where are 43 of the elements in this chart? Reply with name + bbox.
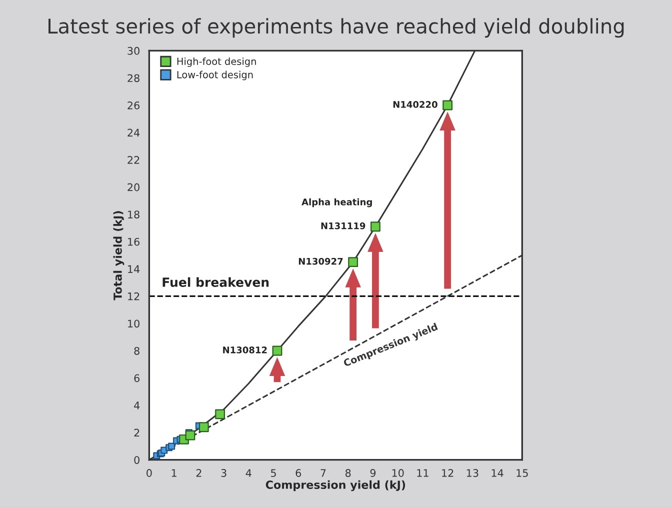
y-tick-label: 6 xyxy=(134,374,140,382)
annotation: Alpha heating xyxy=(302,198,372,208)
annotation: N131119 xyxy=(321,222,366,230)
x-tick-label: 14 xyxy=(492,469,504,477)
legend-label: Low-foot design xyxy=(177,70,253,80)
x-tick-label: 9 xyxy=(370,469,376,477)
y-tick-label: 4 xyxy=(134,402,140,410)
x-tick-label: 6 xyxy=(296,469,302,477)
y-tick-label: 18 xyxy=(128,210,140,218)
annotation: N130927 xyxy=(298,258,343,265)
x-tick-label: 10 xyxy=(392,469,404,477)
y-tick-label: 10 xyxy=(128,320,140,328)
y-tick-label: 20 xyxy=(128,183,140,192)
y-tick-label: 8 xyxy=(134,346,140,355)
annotation: N130812 xyxy=(223,346,267,354)
x-tick-label: 8 xyxy=(345,469,351,477)
y-tick-label: 26 xyxy=(128,101,140,110)
legend-label: High-foot design xyxy=(177,58,256,67)
y-tick-label: 22 xyxy=(128,156,140,164)
x-tick-label: 13 xyxy=(466,469,478,477)
x-tick-label: 12 xyxy=(442,469,454,477)
x-tick-label: 11 xyxy=(417,469,428,477)
x-tick-label: 7 xyxy=(320,469,326,477)
x-tick-label: 5 xyxy=(270,469,276,477)
ref-line-label: Fuel breakeven xyxy=(162,277,269,287)
x-tick-label: 2 xyxy=(196,469,202,477)
annotation: N140220 xyxy=(393,101,438,108)
x-tick-label: 1 xyxy=(172,469,176,477)
y-axis-title: Total yield (kJ) xyxy=(113,211,124,300)
y-tick-label: 16 xyxy=(128,238,140,246)
y-tick-label: 30 xyxy=(128,46,140,55)
y-tick-label: 14 xyxy=(128,265,140,273)
y-tick-label: 2 xyxy=(134,428,140,437)
x-tick-label: 4 xyxy=(246,469,252,477)
y-tick-label: 28 xyxy=(128,74,140,82)
x-tick-label: 0 xyxy=(146,469,152,477)
chart-title: Latest series of experiments have reached yield doubling xyxy=(48,18,624,38)
y-tick-label: 0 xyxy=(134,456,140,464)
x-tick-label: 3 xyxy=(221,469,226,477)
y-tick-label: 24 xyxy=(128,128,140,136)
y-tick-label: 12 xyxy=(128,292,140,300)
x-tick-label: 15 xyxy=(516,469,528,477)
x-axis-title: Compression yield (kJ) xyxy=(266,480,406,492)
